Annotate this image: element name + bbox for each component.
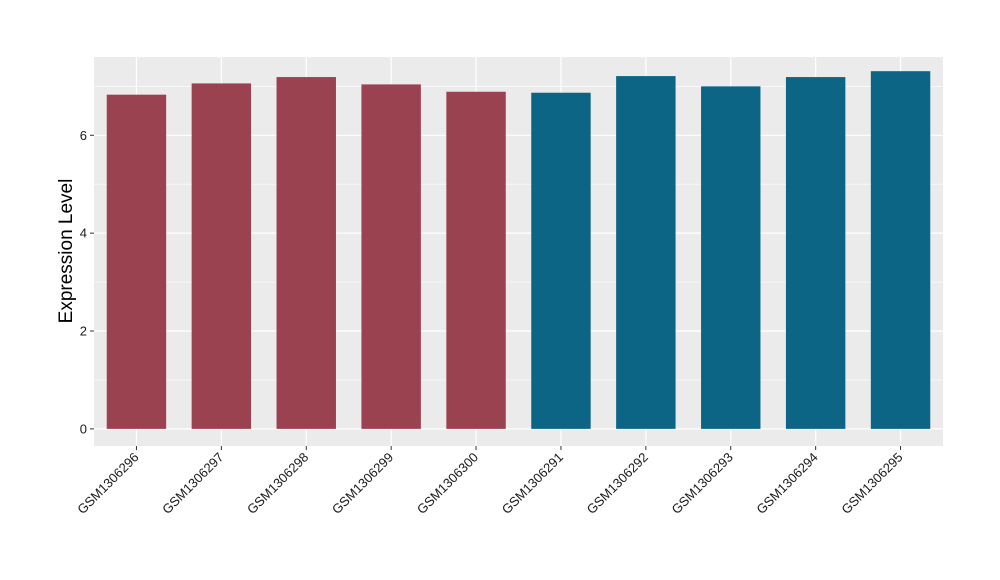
y-tick-label: 4 (80, 226, 87, 241)
y-tick-label: 0 (80, 421, 87, 436)
bar (870, 71, 931, 429)
bars (106, 71, 931, 429)
y-tick-label: 2 (80, 324, 87, 339)
x-tick-label: GSM1306295 (838, 450, 905, 517)
bar (106, 94, 167, 429)
x-axis: GSM1306296 GSM1306297 GSM1306298 GSM1306299… (74, 446, 906, 517)
bar (276, 77, 336, 429)
x-tick-label: GSM1306291 (499, 450, 566, 517)
x-tick-label: GSM1306292 (584, 450, 651, 517)
y-tick-label: 6 (80, 128, 87, 143)
bar (531, 92, 591, 429)
y-axis-title: Expression Level (56, 179, 77, 324)
bar (446, 91, 506, 429)
bar (616, 76, 676, 429)
x-tick-label: GSM1306297 (159, 450, 226, 517)
x-tick-label: GSM1306299 (329, 450, 396, 517)
x-tick-label: GSM1306296 (74, 450, 141, 517)
x-tick-label: GSM1306294 (753, 450, 820, 517)
x-tick-label: GSM1306298 (244, 450, 311, 517)
bar (701, 86, 761, 429)
x-tick-label: GSM1306293 (669, 450, 736, 517)
bar (191, 83, 252, 429)
x-tick-label: GSM1306300 (414, 450, 481, 517)
bar (361, 84, 421, 429)
y-axis: 0 2 4 6 (80, 128, 94, 436)
bar (785, 77, 846, 429)
